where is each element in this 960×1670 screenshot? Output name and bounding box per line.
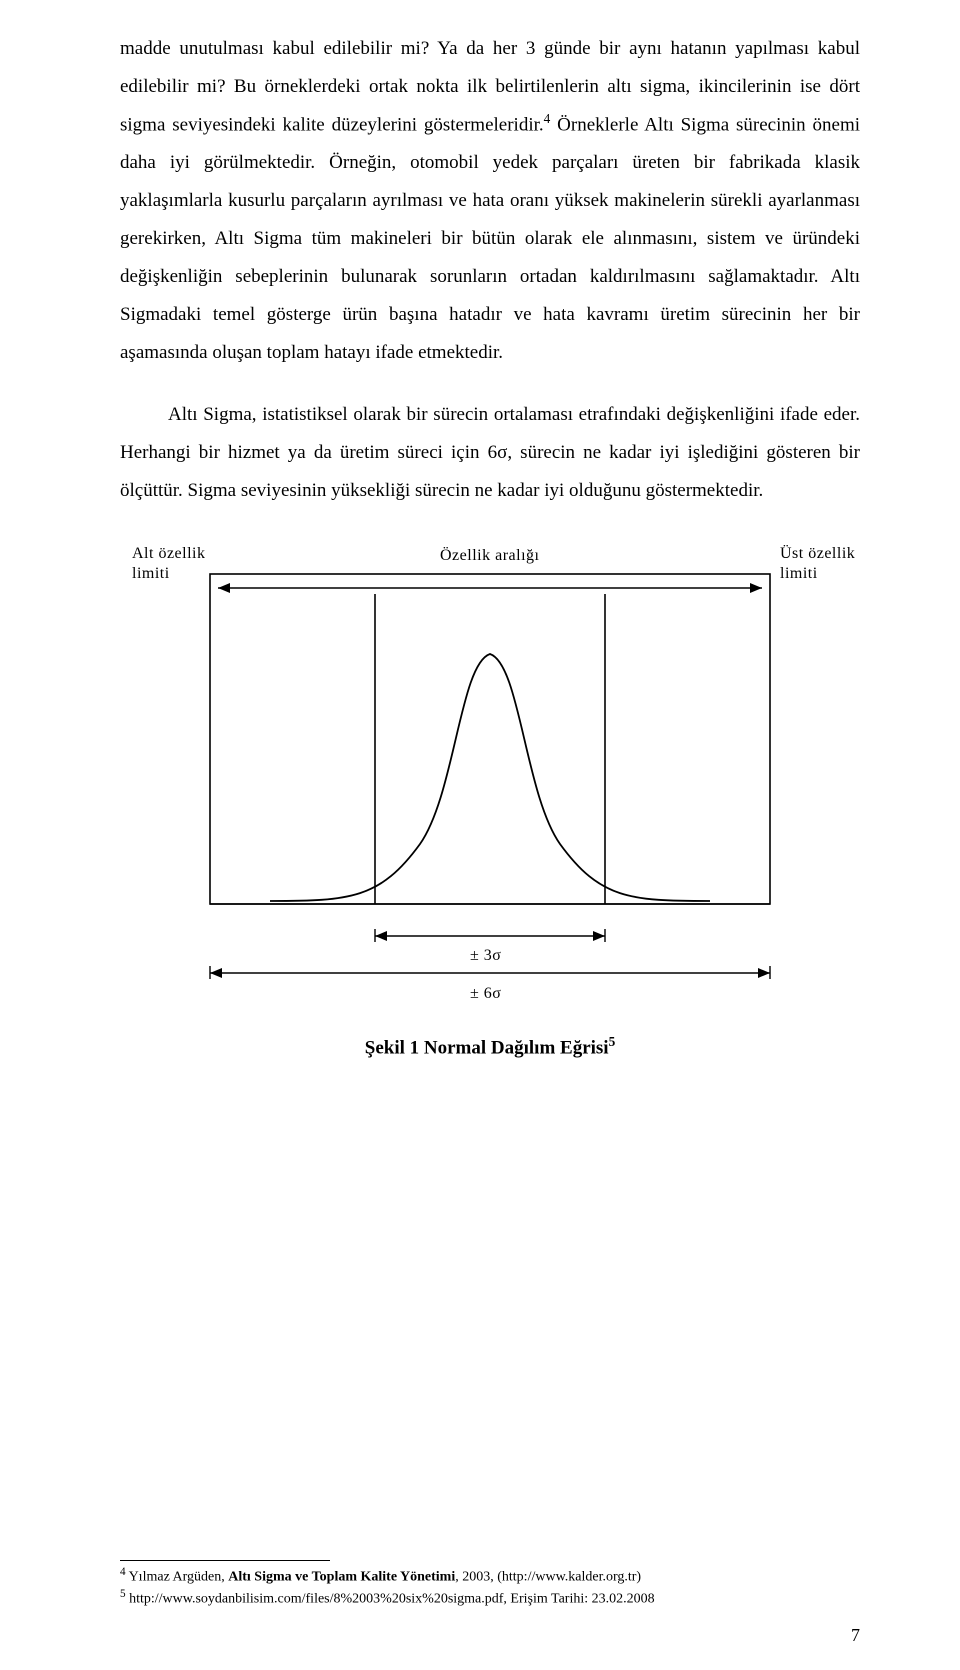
footnote-ref-5: 5 bbox=[609, 1034, 616, 1049]
top-arrow-left bbox=[218, 583, 230, 593]
page-number: 7 bbox=[851, 1625, 860, 1646]
footnote-4-a: Yılmaz Argüden, bbox=[126, 1570, 229, 1585]
figure-caption-text: Şekil 1 Normal Dağılım Eğrisi bbox=[365, 1038, 609, 1059]
figure-caption: Şekil 1 Normal Dağılım Eğrisi5 bbox=[120, 1034, 860, 1059]
spec-box bbox=[210, 574, 770, 904]
label-range: Özellik aralığı bbox=[440, 546, 540, 564]
footnote-4-b: , 2003, (http://www.kalder.org.tr) bbox=[455, 1570, 641, 1585]
label-upper-limit-2: limiti bbox=[780, 565, 818, 582]
label-lower-limit-2: limiti bbox=[132, 565, 170, 582]
label-upper-limit-1: Üst özellik bbox=[780, 544, 855, 562]
footnote-rule bbox=[120, 1560, 330, 1561]
label-sigma3: ± 3σ bbox=[470, 947, 501, 964]
label-sigma6: ± 6σ bbox=[470, 985, 501, 1002]
page: madde unutulması kabul edilebilir mi? Ya… bbox=[0, 0, 960, 1670]
sigma6-arrow-l bbox=[210, 968, 222, 978]
footnote-5-text: http://www.soydanbilisim.com/files/8%200… bbox=[126, 1592, 655, 1607]
sigma3-arrow-l bbox=[375, 931, 387, 941]
paragraph-1: madde unutulması kabul edilebilir mi? Ya… bbox=[120, 30, 860, 372]
sigma6-arrow-r bbox=[758, 968, 770, 978]
label-lower-limit-1: Alt özellik bbox=[132, 545, 205, 562]
figure-normal-distribution: Alt özellik limiti Özellik aralığı Üst ö… bbox=[120, 534, 860, 1059]
top-arrow-right bbox=[750, 583, 762, 593]
paragraph-2: Altı Sigma, istatistiksel olarak bir sür… bbox=[120, 396, 860, 510]
bell-curve bbox=[270, 654, 710, 901]
p2-text: Altı Sigma, istatistiksel olarak bir sür… bbox=[120, 404, 860, 501]
sigma3-arrow-r bbox=[593, 931, 605, 941]
footnote-5: 5 http://www.soydanbilisim.com/files/8%2… bbox=[120, 1587, 860, 1610]
footnote-4-bold: Altı Sigma ve Toplam Kalite Yönetimi bbox=[228, 1570, 455, 1585]
footnotes: 4 Yılmaz Argüden, Altı Sigma ve Toplam K… bbox=[120, 1560, 860, 1610]
p1-text-b: Örneklerle Altı Sigma sürecinin önemi da… bbox=[120, 114, 860, 363]
footnote-4: 4 Yılmaz Argüden, Altı Sigma ve Toplam K… bbox=[120, 1565, 860, 1588]
